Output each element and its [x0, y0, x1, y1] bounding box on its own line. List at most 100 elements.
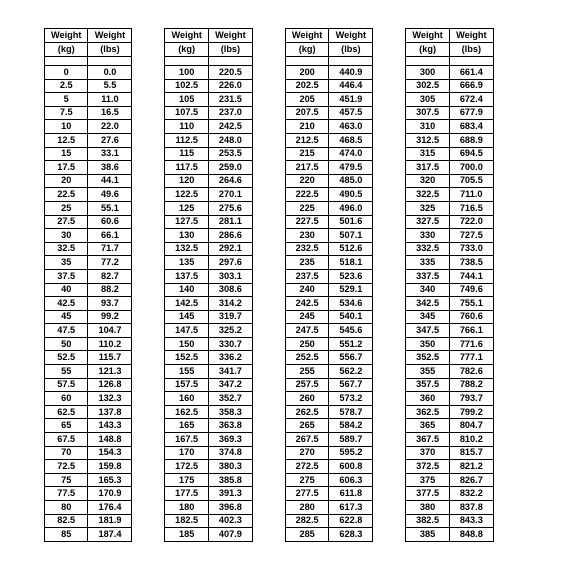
- table-row: 205451.9: [285, 93, 372, 107]
- cell-kg: 202.5: [285, 79, 328, 93]
- cell-kg: 225: [285, 201, 328, 215]
- cell-lbs: 297.6: [208, 256, 252, 270]
- table-row: 142.5314.2: [165, 297, 252, 311]
- cell-lbs: 848.8: [449, 528, 493, 542]
- table-row: 182.5402.3: [165, 514, 252, 528]
- table-row: 232.5512.6: [285, 242, 372, 256]
- table-row: 230507.1: [285, 229, 372, 243]
- table-row: 330727.5: [406, 229, 493, 243]
- cell-kg: 147.5: [165, 324, 208, 338]
- cell-kg: 317.5: [406, 161, 449, 175]
- cell-kg: 227.5: [285, 215, 328, 229]
- table-row: 60132.3: [45, 392, 132, 406]
- table-row: 275606.3: [285, 473, 372, 487]
- cell-kg: 185: [165, 528, 208, 542]
- cell-kg: 235: [285, 256, 328, 270]
- table-row: 227.5501.6: [285, 215, 372, 229]
- header-weight-kg: Weight: [406, 29, 449, 43]
- cell-kg: 142.5: [165, 297, 208, 311]
- cell-lbs: 788.2: [449, 378, 493, 392]
- table-row: 112.5248.0: [165, 133, 252, 147]
- cell-kg: 40: [45, 283, 88, 297]
- header-weight-kg: Weight: [165, 29, 208, 43]
- cell-kg: 15: [45, 147, 88, 161]
- cell-lbs: 380.3: [208, 460, 252, 474]
- cell-lbs: 446.4: [329, 79, 373, 93]
- cell-kg: 25: [45, 201, 88, 215]
- cell-kg: 305: [406, 93, 449, 107]
- table-row: 285628.3: [285, 528, 372, 542]
- cell-lbs: 341.7: [208, 365, 252, 379]
- cell-kg: 335: [406, 256, 449, 270]
- cell-kg: 172.5: [165, 460, 208, 474]
- cell-lbs: 490.5: [329, 188, 373, 202]
- table-row: 380837.8: [406, 501, 493, 515]
- table-row: 147.5325.2: [165, 324, 252, 338]
- cell-kg: 67.5: [45, 433, 88, 447]
- cell-lbs: 595.2: [329, 446, 373, 460]
- cell-kg: 382.5: [406, 514, 449, 528]
- cell-kg: 342.5: [406, 297, 449, 311]
- cell-lbs: 237.0: [208, 106, 252, 120]
- cell-kg: 252.5: [285, 351, 328, 365]
- table-row: 42.593.7: [45, 297, 132, 311]
- cell-kg: 80: [45, 501, 88, 515]
- table-row: 312.5688.9: [406, 133, 493, 147]
- cell-kg: 367.5: [406, 433, 449, 447]
- cell-lbs: 270.1: [208, 188, 252, 202]
- cell-lbs: 474.0: [329, 147, 373, 161]
- table-row: 7.516.5: [45, 106, 132, 120]
- cell-lbs: 507.1: [329, 229, 373, 243]
- table-row: 82.5181.9: [45, 514, 132, 528]
- cell-kg: 165: [165, 419, 208, 433]
- cell-lbs: 793.7: [449, 392, 493, 406]
- cell-kg: 385: [406, 528, 449, 542]
- table-row: 355782.6: [406, 365, 493, 379]
- cell-kg: 362.5: [406, 405, 449, 419]
- cell-lbs: 38.6: [88, 161, 132, 175]
- cell-lbs: 468.5: [329, 133, 373, 147]
- cell-lbs: 242.5: [208, 120, 252, 134]
- cell-kg: 215: [285, 147, 328, 161]
- table-row: 2044.1: [45, 174, 132, 188]
- table-row: 155341.7: [165, 365, 252, 379]
- cell-lbs: 352.7: [208, 392, 252, 406]
- cell-kg: 152.5: [165, 351, 208, 365]
- cell-kg: 22.5: [45, 188, 88, 202]
- cell-lbs: 49.6: [88, 188, 132, 202]
- cell-lbs: 286.6: [208, 229, 252, 243]
- cell-kg: 217.5: [285, 161, 328, 175]
- cell-lbs: 523.6: [329, 269, 373, 283]
- cell-kg: 100: [165, 66, 208, 80]
- table-row: 170374.8: [165, 446, 252, 460]
- cell-kg: 27.5: [45, 215, 88, 229]
- table-row: 2555.1: [45, 201, 132, 215]
- cell-kg: 170: [165, 446, 208, 460]
- table-row: 372.5821.2: [406, 460, 493, 474]
- cell-kg: 42.5: [45, 297, 88, 311]
- cell-kg: 45: [45, 310, 88, 324]
- cell-lbs: 622.8: [329, 514, 373, 528]
- cell-kg: 380: [406, 501, 449, 515]
- cell-lbs: 60.6: [88, 215, 132, 229]
- cell-kg: 167.5: [165, 433, 208, 447]
- cell-kg: 150: [165, 337, 208, 351]
- header-weight-lbs: Weight: [329, 29, 373, 43]
- table-row: 262.5578.7: [285, 405, 372, 419]
- table-row: 172.5380.3: [165, 460, 252, 474]
- table-row: 215474.0: [285, 147, 372, 161]
- table-row: 120264.6: [165, 174, 252, 188]
- table-row: 00.0: [45, 66, 132, 80]
- cell-lbs: 727.5: [449, 229, 493, 243]
- cell-lbs: 402.3: [208, 514, 252, 528]
- table-row: 67.5148.8: [45, 433, 132, 447]
- header-weight-lbs: Weight: [449, 29, 493, 43]
- table-row: 307.5677.9: [406, 106, 493, 120]
- table-row: 210463.0: [285, 120, 372, 134]
- cell-lbs: 385.8: [208, 473, 252, 487]
- cell-kg: 285: [285, 528, 328, 542]
- cell-lbs: 716.5: [449, 201, 493, 215]
- table-row: 235518.1: [285, 256, 372, 270]
- cell-lbs: 347.2: [208, 378, 252, 392]
- cell-kg: 360: [406, 392, 449, 406]
